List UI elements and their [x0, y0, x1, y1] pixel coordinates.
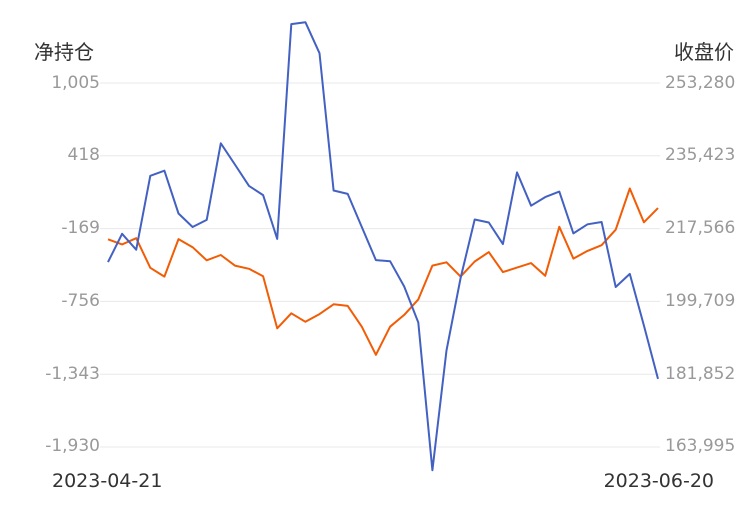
- left-tick-label: -1,930: [45, 436, 100, 456]
- right-tick-label: 235,423: [665, 145, 736, 165]
- right-axis-title: 收盘价: [674, 40, 734, 64]
- right-tick-label: 217,566: [665, 218, 736, 238]
- right-tick-label: 163,995: [665, 436, 736, 456]
- right-tick-label: 199,709: [665, 291, 736, 311]
- x-end-date: 2023-06-20: [603, 470, 714, 492]
- net-position-line: [107, 21, 659, 472]
- left-tick-label: -1,343: [45, 364, 100, 384]
- left-tick-label: 1,005: [51, 73, 100, 93]
- left-tick-label: -756: [61, 291, 100, 311]
- x-start-date: 2023-04-21: [52, 470, 163, 492]
- right-tick-label: 253,280: [665, 73, 736, 93]
- left-axis-title: 净持仓: [34, 40, 94, 64]
- left-tick-label: 418: [67, 145, 100, 165]
- left-tick-label: -169: [61, 218, 100, 238]
- close-price-line: [107, 187, 659, 356]
- right-tick-label: 181,852: [665, 364, 736, 384]
